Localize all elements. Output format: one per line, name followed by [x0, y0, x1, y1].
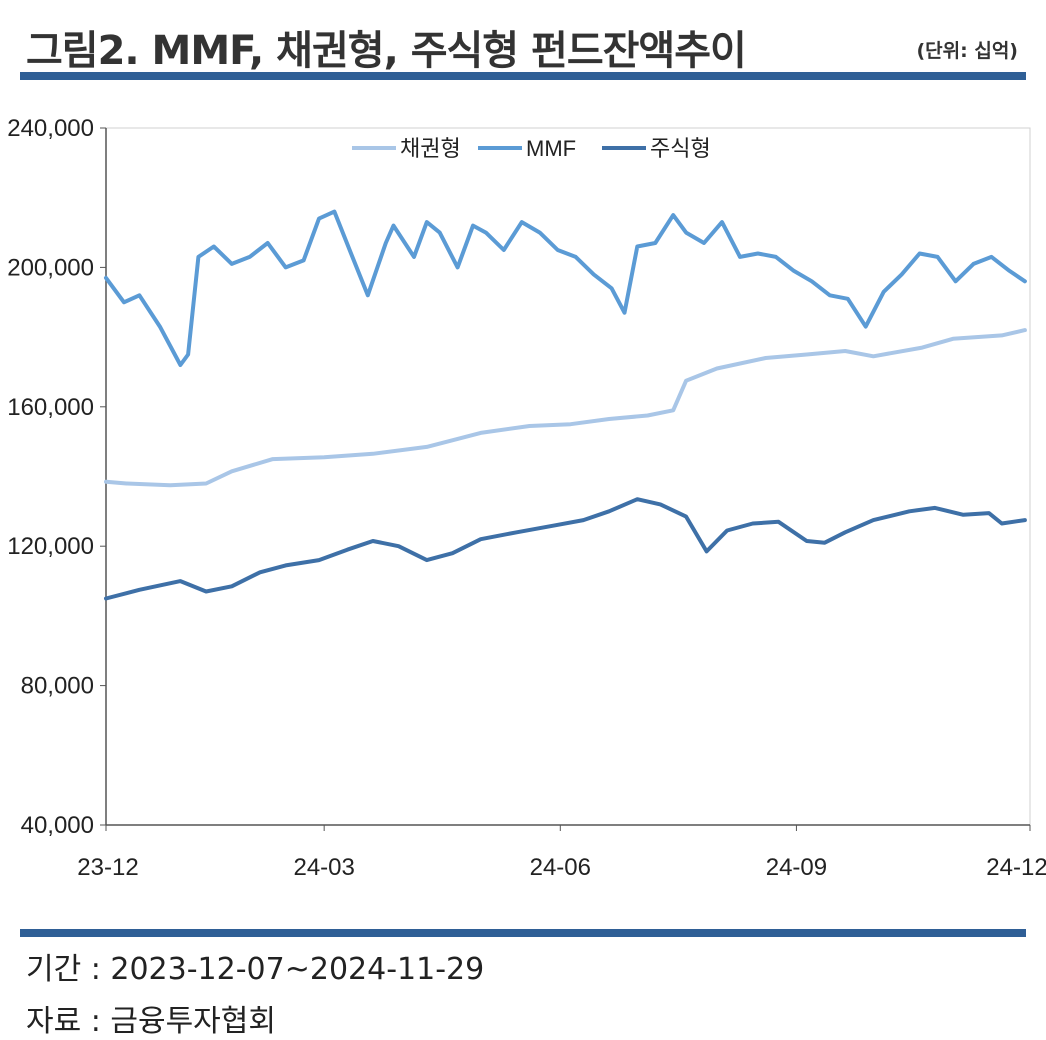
unit-label: (단위: 십억) [916, 40, 1018, 62]
x-tick-label: 24-06 [530, 854, 591, 881]
x-tick-label: 24-09 [766, 854, 827, 881]
legend-label: 채권형 [400, 136, 461, 161]
chart-area: 40,000 80,000 120,000 160,000 200,000 240,000… [7, 115, 1046, 881]
x-axis: 23-12 24-03 24-06 24-09 24-12 [77, 824, 1046, 881]
period-note: 기간 : 2023-12-07~2024-11-29 [26, 952, 485, 987]
footer-divider [20, 929, 1026, 937]
y-tick-label: 200,000 [7, 254, 94, 281]
y-tick-label: 40,000 [21, 812, 94, 839]
series-lines [104, 209, 1027, 601]
series-line-0 [104, 328, 1027, 488]
x-tick-label: 23-12 [77, 854, 138, 881]
y-axis: 40,000 80,000 120,000 160,000 200,000 240,000 [7, 115, 107, 839]
title-divider [20, 72, 1026, 80]
legend-label: 주식형 [650, 136, 711, 161]
y-tick-label: 120,000 [7, 533, 94, 560]
legend: 채권형 MMF 주식형 [352, 136, 711, 161]
source-note: 자료 : 금융투자협회 [26, 1004, 276, 1039]
figure-title: 그림2. MMF, 채권형, 주식형 펀드잔액추이 [26, 28, 747, 74]
y-tick-label: 160,000 [7, 394, 94, 421]
plot-frame [105, 127, 1031, 826]
series-line-1 [104, 209, 1027, 367]
series-line-2 [104, 497, 1027, 601]
legend-label: MMF [526, 136, 576, 161]
y-tick-label: 80,000 [21, 673, 94, 700]
x-tick-label: 24-12 [986, 854, 1046, 881]
y-tick-label: 240,000 [7, 115, 94, 142]
x-tick-label: 24-03 [293, 854, 354, 881]
